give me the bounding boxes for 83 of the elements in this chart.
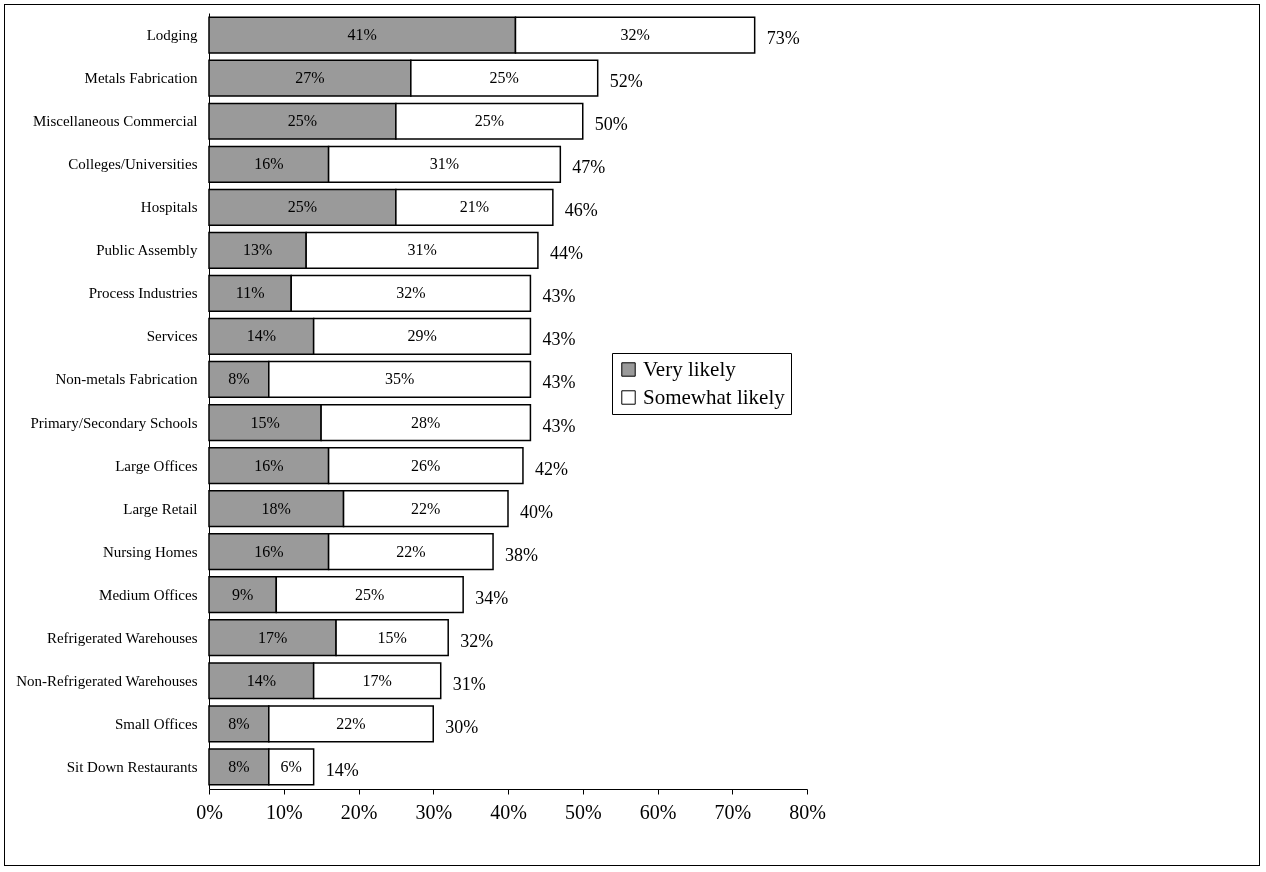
data-label: 27% — [295, 69, 325, 87]
data-label: 25% — [489, 69, 519, 87]
data-label: 25% — [474, 112, 504, 130]
x-tick-label: 60% — [639, 800, 677, 823]
data-label: 18% — [261, 499, 291, 517]
total-label: 14% — [325, 759, 359, 780]
y-tick-label: Miscellaneous Commercial — [32, 113, 198, 130]
data-label: 9% — [231, 585, 254, 603]
y-tick-label: Hospitals — [140, 199, 198, 216]
y-tick-label: Non-Refrigerated Warehouses — [16, 672, 198, 689]
x-tick-label: 80% — [789, 800, 826, 823]
y-tick-label: Primary/Secondary Schools — [30, 414, 198, 431]
data-label: 32% — [396, 284, 426, 302]
x-tick-label: 70% — [714, 800, 752, 823]
data-label: 6% — [280, 757, 302, 775]
y-tick-label: Public Assembly — [96, 242, 198, 259]
data-label: 41% — [347, 26, 377, 44]
total-label: 50% — [594, 114, 628, 135]
data-label: 22% — [396, 542, 426, 560]
y-tick-label: Process Industries — [88, 285, 198, 302]
data-label: 15% — [377, 628, 407, 646]
x-tick-label: 20% — [340, 800, 378, 823]
data-label: 17% — [257, 628, 288, 646]
y-tick-label: Refrigerated Warehouses — [46, 629, 198, 646]
data-label: 28% — [411, 413, 441, 431]
data-label: 17% — [362, 671, 392, 689]
data-label: 25% — [355, 585, 385, 603]
y-tick-label: Colleges/Universities — [68, 156, 198, 173]
data-label: 31% — [407, 241, 437, 259]
y-tick-label: Services — [146, 328, 198, 345]
data-label: 26% — [411, 456, 441, 474]
data-label: 14% — [246, 327, 276, 345]
data-label: 22% — [411, 499, 441, 517]
y-tick-label: Lodging — [146, 27, 198, 44]
total-label: 43% — [542, 372, 576, 393]
data-label: 16% — [254, 155, 284, 173]
y-tick-label: Sit Down Restaurants — [66, 758, 198, 775]
legend-label: Very likely — [643, 356, 737, 381]
data-label: 8% — [228, 757, 250, 775]
x-tick-label: 40% — [490, 800, 527, 823]
total-label: 43% — [542, 286, 576, 307]
data-label: 21% — [459, 198, 490, 216]
x-tick-label: 0% — [196, 800, 223, 823]
total-label: 52% — [609, 71, 643, 92]
data-label: 16% — [254, 542, 284, 560]
y-tick-label: Non-metals Fabrication — [55, 371, 198, 388]
total-label: 42% — [534, 458, 568, 479]
total-label: 30% — [445, 716, 479, 737]
x-tick-label: 30% — [415, 800, 453, 823]
total-label: 46% — [564, 200, 598, 221]
total-label: 38% — [505, 544, 539, 565]
data-label: 29% — [407, 327, 437, 345]
total-label: 44% — [549, 243, 583, 264]
x-tick-label: 10% — [265, 800, 303, 823]
data-label: 25% — [287, 112, 318, 130]
data-label: 8% — [228, 714, 250, 732]
total-label: 43% — [542, 329, 576, 350]
y-tick-label: Nursing Homes — [102, 543, 198, 560]
x-tick-label: 50% — [564, 800, 602, 823]
y-tick-label: Large Offices — [115, 457, 198, 474]
y-tick-label: Metals Fabrication — [84, 70, 198, 87]
y-tick-label: Small Offices — [114, 715, 198, 732]
legend-label: Somewhat likely — [643, 384, 786, 409]
data-label: 22% — [336, 714, 366, 732]
total-label: 34% — [475, 587, 509, 608]
total-label: 47% — [572, 157, 606, 178]
data-label: 13% — [242, 241, 273, 259]
data-label: 35% — [384, 370, 415, 388]
data-label: 32% — [620, 26, 650, 44]
total-label: 31% — [452, 673, 486, 694]
y-tick-label: Large Retail — [123, 500, 198, 517]
data-label: 31% — [429, 155, 460, 173]
data-label: 25% — [287, 198, 318, 216]
total-label: 32% — [460, 630, 494, 651]
data-label: 14% — [246, 671, 276, 689]
total-label: 43% — [542, 415, 576, 436]
total-label: 40% — [520, 501, 553, 522]
total-label: 73% — [766, 28, 800, 49]
data-label: 16% — [254, 456, 284, 474]
data-label: 15% — [250, 413, 280, 431]
data-label: 8% — [228, 370, 250, 388]
data-label: 11% — [235, 284, 265, 302]
y-tick-label: Medium Offices — [99, 586, 198, 603]
